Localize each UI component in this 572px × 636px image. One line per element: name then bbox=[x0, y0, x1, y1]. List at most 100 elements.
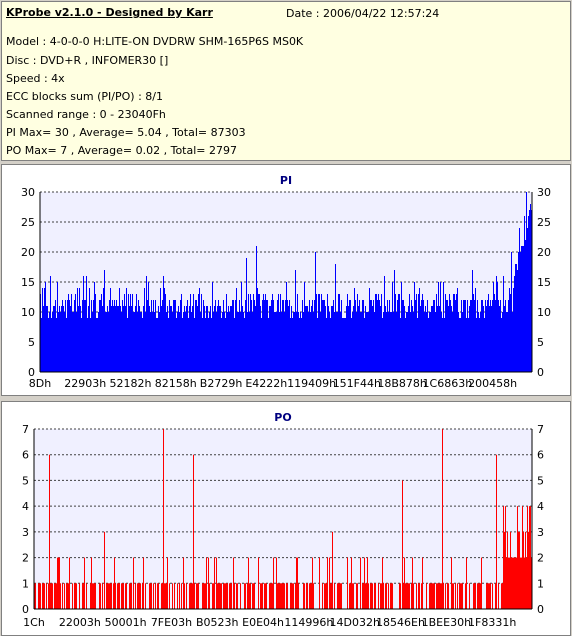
po-bar bbox=[441, 583, 442, 609]
po-bar bbox=[64, 583, 65, 609]
po-bar bbox=[102, 583, 103, 609]
pi-bar bbox=[466, 318, 467, 372]
pi-bar bbox=[317, 318, 318, 372]
po-bar bbox=[244, 583, 245, 609]
pi-ytick-left: 5 bbox=[28, 336, 35, 349]
pi-bar bbox=[177, 312, 178, 372]
po-bar bbox=[383, 583, 384, 609]
pi-bar bbox=[69, 300, 70, 372]
po-bar bbox=[94, 583, 95, 609]
po-xtick: 7FE03h bbox=[151, 616, 192, 629]
pi-bar bbox=[76, 312, 77, 372]
pi-bar bbox=[252, 312, 253, 372]
po-bar bbox=[55, 583, 56, 609]
po-bar bbox=[266, 583, 267, 609]
po-bar bbox=[504, 531, 505, 609]
pi-bar bbox=[206, 306, 207, 372]
pi-bar bbox=[49, 312, 50, 372]
pi-bar bbox=[293, 312, 294, 372]
po-bar bbox=[250, 583, 251, 609]
pi-bar bbox=[499, 306, 500, 372]
pi-bar bbox=[523, 246, 524, 372]
pi-bar bbox=[194, 318, 195, 372]
po-bar bbox=[106, 583, 107, 609]
pi-xtick: B2729h bbox=[200, 377, 243, 390]
po-bar bbox=[516, 557, 517, 609]
pi-bar bbox=[411, 300, 412, 372]
pi-bar bbox=[376, 294, 377, 372]
pi-bar bbox=[245, 300, 246, 372]
pi-bar bbox=[427, 300, 428, 372]
pi-bar bbox=[331, 306, 332, 372]
po-xtick: 22003h bbox=[59, 616, 101, 629]
pi-bar bbox=[350, 300, 351, 372]
po-bar bbox=[312, 557, 313, 609]
po-ytick-right: 3 bbox=[537, 526, 544, 539]
pi-bar bbox=[304, 282, 305, 372]
pi-bar bbox=[288, 306, 289, 372]
po-bar bbox=[295, 583, 296, 609]
pi-bar bbox=[381, 294, 382, 372]
po-bar bbox=[75, 583, 76, 609]
po-ytick-right: 4 bbox=[537, 500, 544, 513]
pi-bar bbox=[140, 312, 141, 372]
po-bar bbox=[276, 557, 277, 609]
pi-bar bbox=[198, 294, 199, 372]
pi-bar bbox=[401, 282, 402, 372]
po-bar bbox=[196, 583, 197, 609]
pi-xtick: 200458h bbox=[468, 377, 517, 390]
pi-bar bbox=[362, 300, 363, 372]
po-bar bbox=[455, 583, 456, 609]
pi-bar bbox=[470, 300, 471, 372]
pi-bar bbox=[50, 276, 51, 372]
pi-bar bbox=[369, 288, 370, 372]
po-bar bbox=[279, 583, 280, 609]
po-bar bbox=[442, 429, 443, 609]
po-bar bbox=[517, 506, 518, 609]
pi-bar bbox=[451, 306, 452, 372]
pi-bar bbox=[230, 306, 231, 372]
pi-bar bbox=[471, 300, 472, 372]
pi-bar bbox=[402, 300, 403, 372]
po-bar bbox=[527, 506, 528, 609]
po-bar bbox=[478, 583, 479, 609]
po-bar bbox=[329, 557, 330, 609]
pi-bar bbox=[44, 288, 45, 372]
pi-bar bbox=[61, 306, 62, 372]
pi-bar bbox=[386, 312, 387, 372]
po-ytick-left: 3 bbox=[22, 526, 29, 539]
po-bar bbox=[79, 583, 80, 609]
pi-bar bbox=[479, 318, 480, 372]
po-bar bbox=[388, 583, 389, 609]
po-bar bbox=[48, 583, 49, 609]
po-bar bbox=[474, 583, 475, 609]
po-bar bbox=[216, 557, 217, 609]
po-bar bbox=[426, 583, 427, 609]
pi-bar bbox=[197, 306, 198, 372]
pi-bar bbox=[309, 300, 310, 372]
pi-bar bbox=[351, 318, 352, 372]
pi-ytick-right: 20 bbox=[537, 246, 551, 259]
pi-bar bbox=[136, 294, 137, 372]
pi-bar bbox=[66, 318, 67, 372]
pi-bar bbox=[275, 312, 276, 372]
po-bar bbox=[486, 583, 487, 609]
pi-bar bbox=[212, 282, 213, 372]
pi-bar bbox=[192, 306, 193, 372]
pi-bar bbox=[90, 318, 91, 372]
po-bar bbox=[139, 583, 140, 609]
pi-bar bbox=[434, 300, 435, 372]
pi-bar bbox=[502, 312, 503, 372]
po-bar bbox=[137, 583, 138, 609]
pi-bar bbox=[52, 312, 53, 372]
po-bar bbox=[115, 583, 116, 609]
po-bar bbox=[340, 583, 341, 609]
po-bar bbox=[306, 583, 307, 609]
pi-bar bbox=[404, 306, 405, 372]
pi-bar bbox=[387, 300, 388, 372]
pi-bar bbox=[256, 246, 257, 372]
po-bar bbox=[54, 583, 55, 609]
pi-bar bbox=[186, 306, 187, 372]
pi-bar bbox=[156, 318, 157, 372]
info-panel: KProbe v2.1.0 - Designed by Karr Date : … bbox=[1, 1, 571, 161]
